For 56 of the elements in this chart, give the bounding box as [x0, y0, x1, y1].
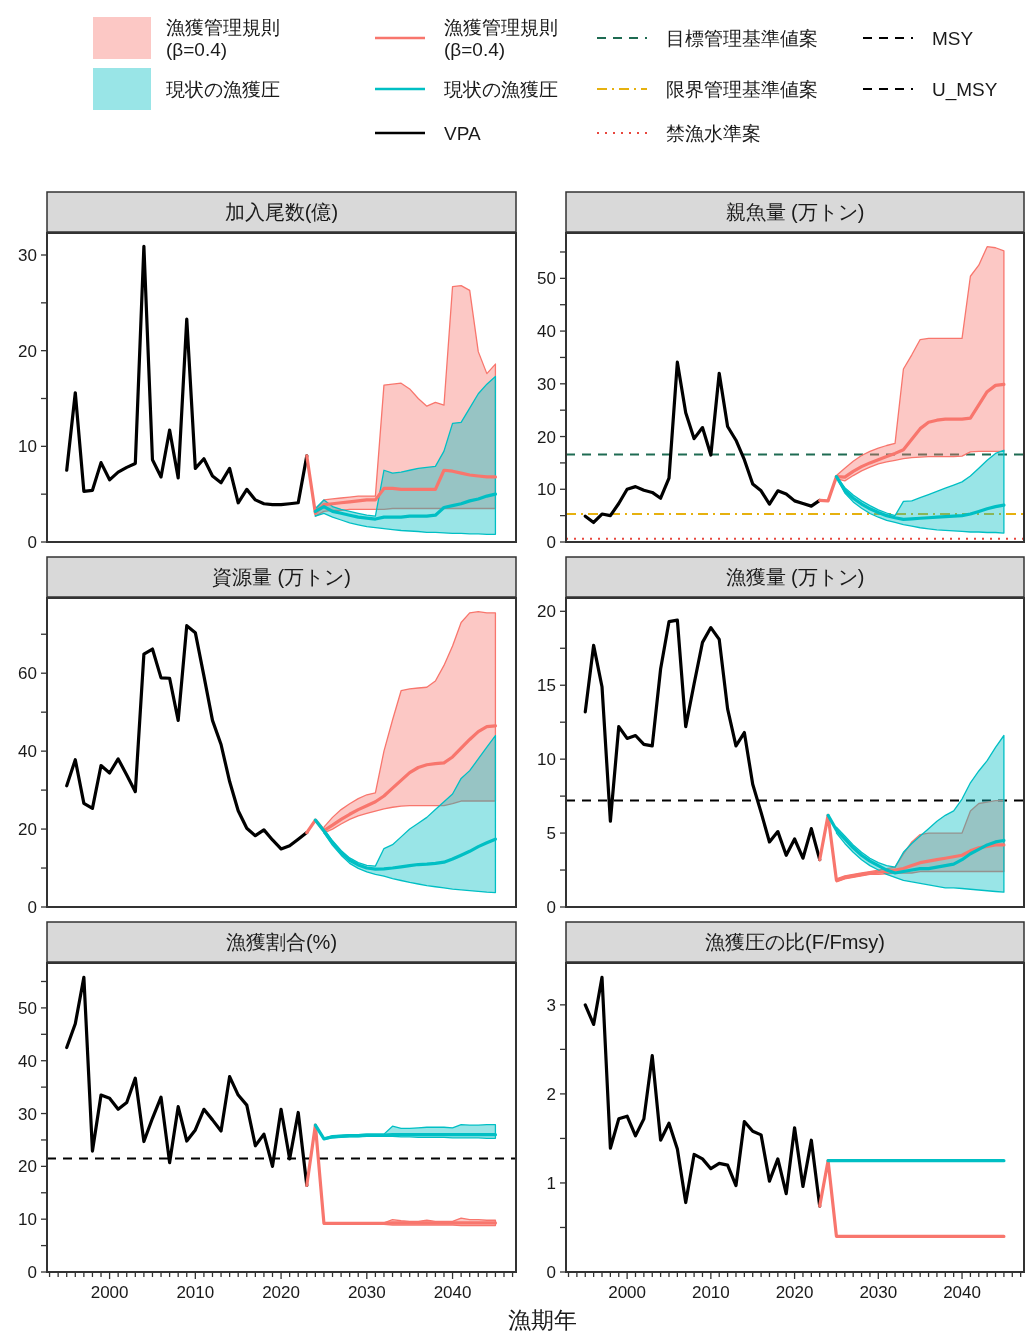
- y-tick-label: 10: [18, 1210, 37, 1230]
- y-tick-label: 5: [546, 824, 556, 844]
- y-tick-label: 30: [18, 1104, 37, 1124]
- legend-label: MSY: [932, 28, 974, 49]
- y-tick-label: 1: [546, 1173, 556, 1193]
- y-tick-label: 10: [537, 480, 556, 500]
- y-tick-label: 0: [27, 533, 37, 552]
- y-tick-label: 2: [546, 1084, 556, 1104]
- y-tick-label: 20: [537, 602, 556, 622]
- y-tick-label: 50: [18, 998, 37, 1018]
- chart-title: 漁獲圧の比(F/Fmsy): [705, 931, 885, 953]
- x-tick-label: 2000: [608, 1283, 647, 1302]
- x-tick-label: 2020: [262, 1283, 300, 1302]
- chart-title: 漁獲量 (万トン): [725, 566, 865, 588]
- y-tick-label: 40: [18, 742, 37, 762]
- ref-line-label: U_MSY: [932, 79, 998, 101]
- x-tick-label: 2010: [176, 1283, 215, 1302]
- text: 現状の漁獲圧: [166, 79, 280, 100]
- x-tick-label: 2020: [775, 1283, 814, 1302]
- legend-label: 現状の漁獲圧: [444, 79, 558, 100]
- chart-title: 親魚量 (万トン): [725, 201, 865, 223]
- x-tick-label: 2030: [347, 1283, 386, 1302]
- chart-title: 加入尾数(億): [224, 201, 339, 223]
- x-axis-title: 漁期年: [508, 1307, 577, 1333]
- x-tick-label: 2010: [691, 1283, 730, 1302]
- y-tick-label: 3: [546, 995, 556, 1015]
- legend-label: 漁獲管理規則 (β=0.4): [444, 16, 558, 61]
- legend-label: 目標管理基準値案: [666, 28, 818, 49]
- x-tick-label: 2040: [943, 1283, 981, 1302]
- chart-title: 漁獲割合(%): [225, 931, 338, 953]
- y-tick-label: 40: [537, 322, 556, 342]
- y-tick-label: 10: [537, 750, 556, 770]
- x-tick-label: 2030: [859, 1283, 898, 1302]
- y-tick-label: 20: [537, 427, 556, 447]
- y-tick-label: 60: [18, 664, 37, 684]
- y-tick-label: 15: [537, 676, 556, 696]
- chart-title: 資源量 (万トン): [212, 566, 351, 588]
- legend-label: 禁漁水準案: [666, 123, 761, 144]
- y-tick-label: 30: [18, 246, 37, 265]
- y-tick-label: 30: [537, 374, 556, 394]
- legend-label: 限界管理基準値案: [666, 79, 818, 100]
- y-tick-label: 10: [18, 437, 37, 457]
- text: 漁獲管理規則 (β=0.4): [166, 16, 280, 61]
- y-tick-label: 50: [537, 269, 556, 289]
- x-tick-label: 2040: [433, 1283, 472, 1302]
- y-tick-label: 20: [18, 820, 37, 840]
- y-tick-label: 0: [546, 1263, 556, 1282]
- y-tick-label: 40: [18, 1051, 37, 1071]
- y-tick-label: 0: [27, 898, 37, 917]
- y-tick-label: 0: [546, 898, 556, 917]
- y-tick-label: 0: [27, 1263, 37, 1282]
- y-tick-label: 20: [18, 1157, 37, 1177]
- y-tick-label: 0: [546, 533, 556, 552]
- legend-label: VPA: [444, 123, 481, 144]
- x-tick-label: 2000: [90, 1283, 129, 1302]
- y-tick-label: 20: [18, 341, 37, 361]
